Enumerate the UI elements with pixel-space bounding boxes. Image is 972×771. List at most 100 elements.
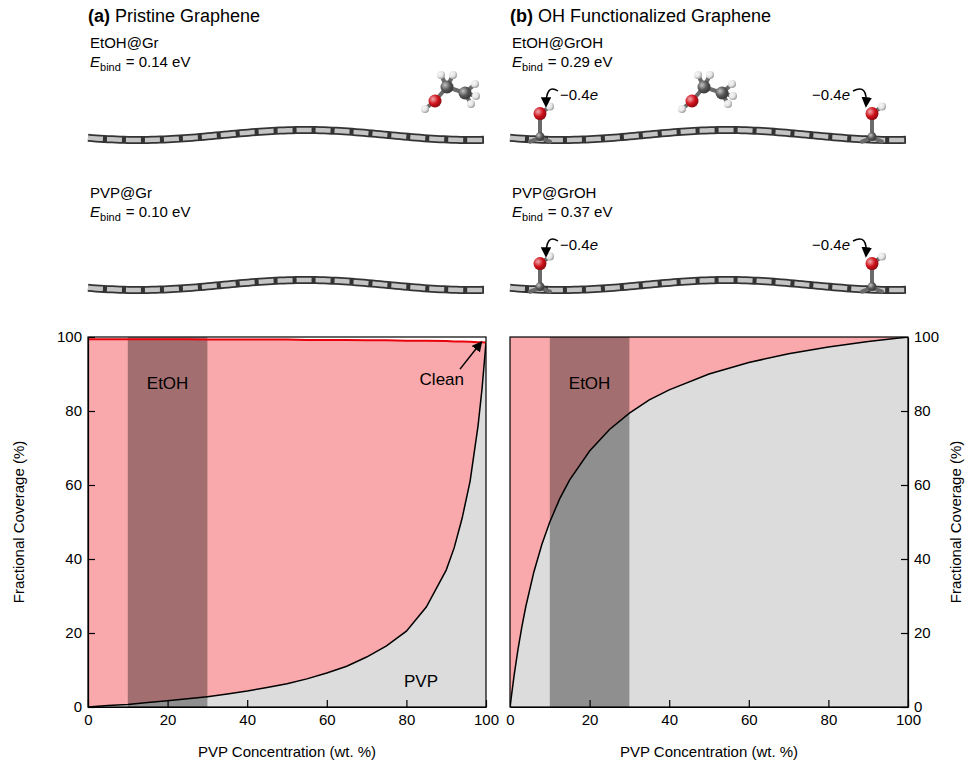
tick-mark [901, 337, 908, 338]
tick-label: 20 [582, 711, 599, 728]
molecule [421, 71, 480, 113]
atom [678, 105, 686, 113]
plot-frame [88, 337, 486, 707]
graphene-sheet [510, 130, 906, 140]
tick-label: 80 [821, 711, 838, 728]
area [510, 337, 908, 707]
graphene-sheet [510, 280, 906, 290]
tick-label: 100 [57, 328, 82, 345]
boundary-line [510, 337, 908, 707]
x-axis: 0 20 40 60 80 100 [84, 700, 499, 728]
y-axis-title: Fractional Coverage (%) [947, 441, 964, 604]
tick-label: 80 [65, 402, 82, 419]
hydroxyl [530, 103, 554, 142]
hydroxyl [530, 253, 554, 292]
atom [728, 80, 736, 88]
atom [459, 87, 472, 100]
atom [472, 92, 480, 100]
y-axis: 020406080100 [901, 328, 939, 715]
binding-energy: Ebind= 0.37 eV [512, 203, 612, 223]
tick: 80 [821, 700, 838, 728]
tick-label: 20 [160, 711, 177, 728]
x-axis: 020406080100 [506, 700, 921, 728]
axis-line [908, 338, 909, 708]
highlight-band [550, 337, 630, 707]
atom [868, 132, 877, 141]
graphene-sheet [88, 280, 484, 290]
atom [729, 92, 737, 100]
system-label: PVP@Gr [90, 184, 152, 201]
charge-arrow [546, 239, 558, 256]
tick-mark [901, 485, 908, 486]
tick-mark [589, 700, 590, 707]
graphene-sheet [88, 130, 484, 140]
highlight-band [128, 337, 208, 707]
chart: 020406080100020406080100PVP Concentratio… [506, 328, 963, 760]
charge-label: −0.4e [812, 236, 850, 253]
tick-label: 0 [74, 698, 82, 715]
panel-title: (a) Pristine Graphene [88, 6, 260, 26]
tick: 80 [399, 700, 416, 728]
atom [866, 107, 879, 120]
tick-mark [901, 707, 908, 708]
tick-mark [88, 411, 95, 412]
tick: 80 [901, 402, 931, 419]
tick: 60 [741, 700, 758, 728]
atom [724, 100, 732, 108]
boundary-line [88, 339, 486, 342]
x-axis-title: PVP Concentration (wt. %) [620, 743, 798, 760]
binding-energy: Ebind= 0.10 eV [90, 203, 190, 223]
tick-mark [901, 559, 908, 560]
tick-mark [88, 337, 95, 338]
atom [449, 71, 457, 79]
tick-mark [901, 633, 908, 634]
tick-label: 60 [319, 711, 336, 728]
x-axis-title: PVP Concentration (wt. %) [198, 743, 376, 760]
tick-mark [88, 485, 95, 486]
tick-label: 20 [914, 624, 931, 641]
charge-arrow [853, 239, 866, 256]
y-axis: 020406080100 [57, 328, 95, 715]
charge-arrow [546, 89, 558, 106]
plot-area [88, 337, 486, 707]
tick-label: 60 [914, 476, 931, 493]
tick: 40 [661, 700, 678, 728]
tick: 80 [65, 402, 95, 419]
tick: 100 [57, 328, 95, 345]
tick-mark [749, 700, 750, 707]
tick: 40 [901, 550, 931, 567]
tick: 20 [582, 700, 599, 728]
tick-mark [327, 700, 328, 707]
series-label: EtOH [147, 374, 189, 393]
atom [467, 100, 475, 108]
tick-label: 0 [84, 711, 92, 728]
tick: 0 [74, 698, 95, 715]
hydroxyl [862, 253, 886, 292]
axis-line [511, 707, 909, 708]
tick-label: 40 [239, 711, 256, 728]
atom [706, 71, 714, 79]
binding-energy: Ebind= 0.29 eV [512, 53, 612, 73]
tick-label: 80 [399, 711, 416, 728]
atom [429, 95, 442, 108]
molecule [678, 71, 737, 113]
charge-label: −0.4e [560, 236, 598, 253]
tick: 60 [901, 476, 931, 493]
charge-label: −0.4e [812, 86, 850, 103]
tick-label: 0 [506, 711, 514, 728]
graphene-sheet [88, 280, 484, 290]
graphene-sheet [510, 280, 906, 290]
atom [534, 107, 547, 120]
atom [868, 282, 877, 291]
plot-background [88, 337, 486, 707]
figure: (a) Pristine GrapheneEtOH@GrEbind= 0.14 … [0, 0, 972, 771]
tick: 0 [901, 698, 922, 715]
atom [698, 81, 711, 94]
tick: 40 [239, 700, 256, 728]
atom [437, 71, 445, 79]
tick-mark [510, 700, 511, 707]
atom [866, 257, 879, 270]
hydroxyl [862, 103, 886, 142]
tick-label: 100 [474, 711, 499, 728]
axis-line [88, 338, 89, 708]
